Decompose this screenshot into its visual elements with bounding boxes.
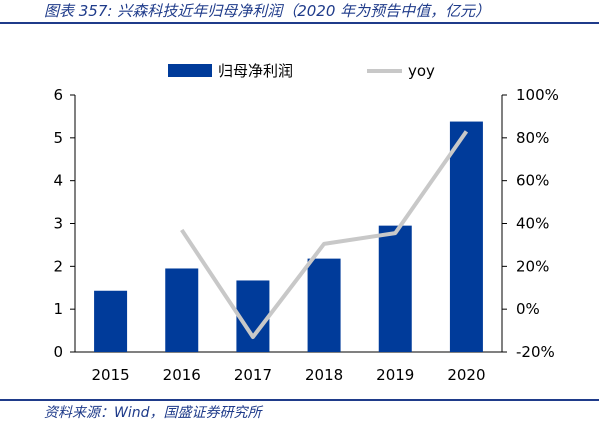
x-tick-label: 2020 [447, 366, 485, 384]
left-tick-label: 2 [53, 257, 63, 275]
right-tick-label: -20% [516, 343, 555, 361]
top-divider [0, 22, 599, 24]
yoy-line [180, 130, 469, 340]
bar-net-profit [449, 121, 483, 352]
bottom-divider [0, 399, 599, 401]
legend-label-bar: 归母净利润 [218, 62, 293, 80]
x-tick-label: 2017 [234, 366, 272, 384]
legend-swatch-bar [168, 64, 212, 77]
right-tick-label: 20% [516, 257, 549, 275]
bar-net-profit [378, 225, 412, 352]
source-note: 资料来源：Wind，国盛证券研究所 [44, 405, 262, 421]
legend-label-line: yoy [408, 62, 435, 80]
x-tick-label: 2015 [91, 366, 129, 384]
right-tick-label: 100% [516, 86, 559, 104]
right-tick-label: 40% [516, 215, 549, 233]
left-tick-label: 0 [53, 343, 63, 361]
left-tick-label: 3 [53, 215, 63, 233]
left-tick-label: 6 [53, 86, 63, 104]
right-tick-label: 60% [516, 172, 549, 190]
right-tick-label: 80% [516, 129, 549, 147]
bar-net-profit [165, 268, 199, 352]
x-tick-label: 2019 [376, 366, 414, 384]
x-tick-label: 2016 [163, 366, 201, 384]
right-tick-label: 0% [516, 300, 540, 318]
left-tick-label: 4 [53, 172, 63, 190]
figure-title: 图表 357: 兴森科技近年归母净利润（2020 年为预告中值，亿元） [44, 2, 491, 20]
x-tick-label: 2018 [305, 366, 343, 384]
left-tick-label: 1 [53, 300, 63, 318]
bar-net-profit [94, 290, 128, 352]
bar-net-profit [236, 280, 270, 352]
left-tick-label: 5 [53, 129, 63, 147]
bar-net-profit [307, 258, 341, 352]
